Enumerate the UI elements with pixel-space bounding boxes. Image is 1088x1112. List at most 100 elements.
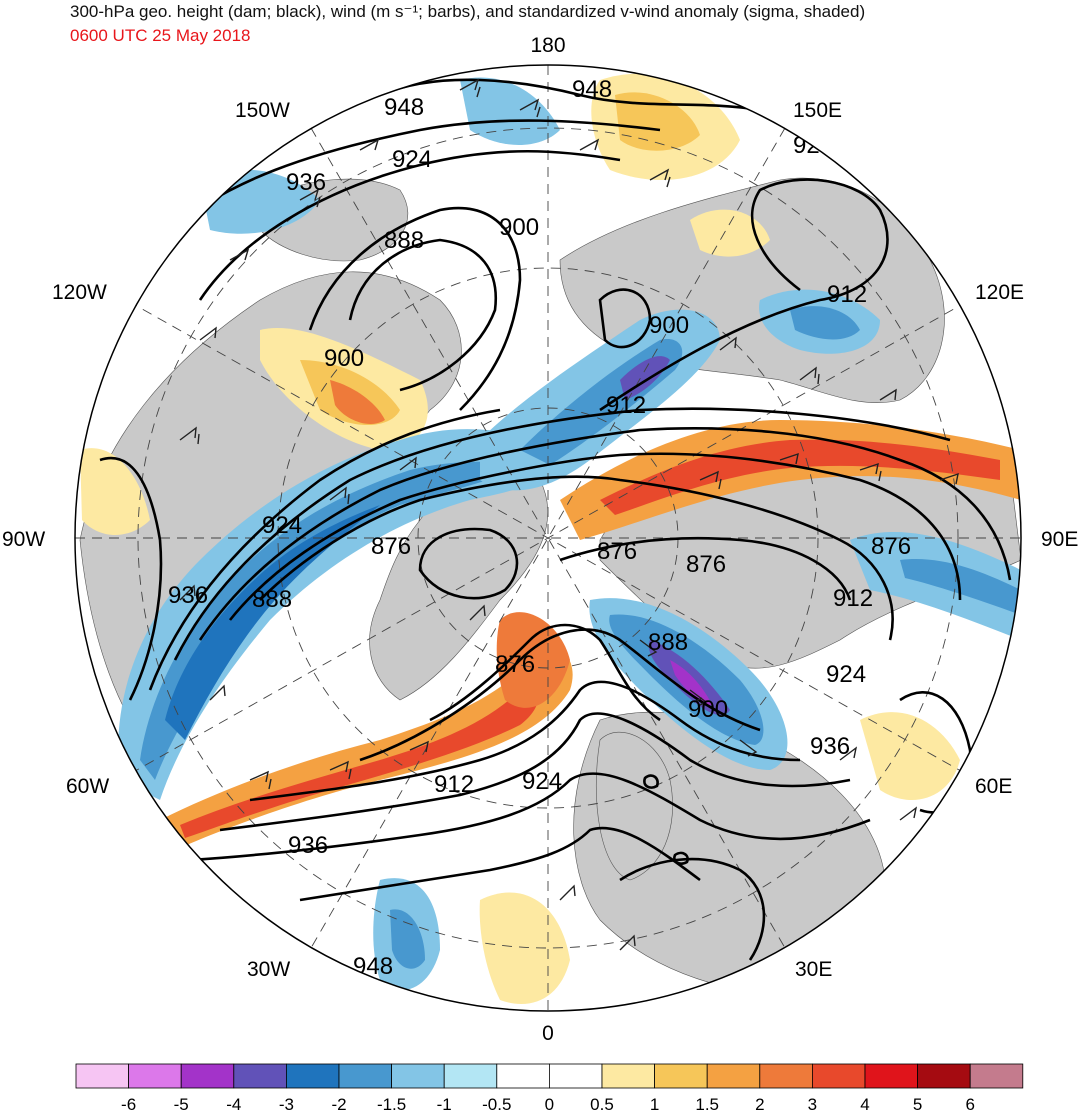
lon-label-150w: 150W <box>235 99 290 122</box>
contour-label: 900 <box>649 312 689 339</box>
contour-label: 912 <box>827 281 867 308</box>
colorbar-tick-label: -6 <box>121 1095 136 1112</box>
contour-912-asia <box>599 178 889 412</box>
colorbar-swatch <box>917 1063 971 1089</box>
map-disc: 948 948 924 936 888 900 912 900 900 912 … <box>75 65 1021 1011</box>
lon-label-60w: 60W <box>66 775 109 798</box>
contour-label: 936 <box>168 582 208 609</box>
contour-924-upper <box>198 149 621 301</box>
contour-label: 876 <box>371 533 411 560</box>
lon-label-180: 180 <box>530 34 565 57</box>
contour-label: 900 <box>688 696 728 723</box>
colorbar-swatch <box>233 1063 287 1089</box>
contour-888 <box>348 238 498 392</box>
colorbar-tick-label: -4 <box>226 1095 241 1112</box>
colorbar-tick-label: -1.5 <box>377 1095 406 1112</box>
colorbar-tick-label: 2 <box>755 1095 764 1112</box>
colorbar-tick-label: 1.5 <box>695 1095 719 1112</box>
height-contours <box>99 78 1012 961</box>
colorbar-tick-label: -1 <box>437 1095 452 1112</box>
colorbar-swatch <box>338 1063 392 1089</box>
contour-948-siberia <box>619 857 766 961</box>
contour-888-band <box>259 475 894 641</box>
colorbar-tick-label: 1 <box>650 1095 659 1112</box>
contour-948-atlantic <box>299 826 701 902</box>
longitude-labels: 180 150E 120E 90E 60E 30E 0 30W 60W 90W … <box>2 34 1078 1045</box>
lon-label-0: 0 <box>542 1022 554 1045</box>
lon-label-60e: 60E <box>975 775 1012 798</box>
colorbar-swatch <box>706 1063 761 1089</box>
contour-888-trough <box>359 628 761 762</box>
graticule <box>75 65 1021 1011</box>
valid-time: 0600 UTC 25 May 2018 <box>70 26 251 45</box>
colorbar-swatch <box>180 1063 235 1089</box>
colorbar-tick-label: 3 <box>808 1095 817 1112</box>
lon-label-150e: 150E <box>793 99 842 122</box>
contour-label: 888 <box>648 629 688 656</box>
colorbar-swatch <box>75 1063 129 1089</box>
colorbar-tick-label: -2 <box>331 1095 346 1112</box>
contour-912-siberia <box>598 288 652 349</box>
contour-label: 876 <box>495 651 535 678</box>
colorbar-tick-label: -0.5 <box>482 1095 511 1112</box>
colorbar-tick-label: 5 <box>913 1095 922 1112</box>
lon-label-120w: 120W <box>52 281 107 304</box>
contour-label: 912 <box>434 771 474 798</box>
contour-924-atlantic <box>219 712 851 832</box>
contour-label: 924 <box>826 661 866 688</box>
contour-label: 912 <box>833 585 873 612</box>
contour-876-band <box>559 536 852 601</box>
colorbar-swatch <box>496 1063 550 1089</box>
contour-label: 936 <box>286 169 326 196</box>
contour-936-west <box>148 408 501 691</box>
colorbar-tick-label: 6 <box>965 1095 974 1112</box>
lon-label-90w: 90W <box>2 528 45 551</box>
colorbar-swatch <box>549 1063 603 1089</box>
contour-876-pole <box>418 527 519 600</box>
colorbar-tick-label: 4 <box>860 1095 869 1112</box>
colorbar-tick-label: -3 <box>279 1095 294 1112</box>
colorbar-swatch <box>864 1063 918 1089</box>
colorbar-swatch <box>601 1063 655 1089</box>
contour-label: 900 <box>499 214 539 241</box>
colorbar-swatch <box>443 1063 498 1089</box>
contour-label: 924 <box>392 146 432 173</box>
colorbar-swatch <box>812 1063 866 1089</box>
lon-label-30e: 30E <box>795 958 832 981</box>
contour-912-band <box>198 427 1012 641</box>
contour-924-band <box>173 407 951 661</box>
map-title: 300-hPa geo. height (dam; black), wind (… <box>70 2 866 21</box>
contour-936-atlantic <box>189 772 871 862</box>
contour-948-north <box>379 78 761 112</box>
contour-label: 876 <box>597 538 637 565</box>
contour-876-trough <box>429 623 661 722</box>
contour-label: 888 <box>252 586 292 613</box>
anom-pos-europe <box>479 892 570 1005</box>
contour-label: 948 <box>572 76 612 103</box>
contour-label: 948 <box>384 94 424 121</box>
lon-label-30w: 30W <box>247 958 290 981</box>
colorbar-swatch <box>759 1063 813 1089</box>
contour-label: 912 <box>606 392 646 419</box>
positive-anomaly-shading <box>80 73 1021 1005</box>
colorbar-swatch <box>654 1063 708 1089</box>
contour-label: 948 <box>353 953 393 980</box>
colorbar-swatch <box>128 1063 182 1089</box>
map-border <box>74 64 1022 1012</box>
contour-label: 900 <box>324 345 364 372</box>
contour-900-band <box>228 452 962 621</box>
colorbar-swatch <box>969 1063 1024 1089</box>
contour-label: 876 <box>871 533 911 560</box>
contour-900-beaufort <box>308 206 522 411</box>
colorbar-tick-label: -5 <box>174 1095 189 1112</box>
wind-barbs <box>179 78 959 951</box>
lon-label-120e: 120E <box>975 281 1024 304</box>
contour-900-europe-low <box>643 774 659 789</box>
colorbar-swatch <box>285 1063 340 1089</box>
lon-label-90e: 90E <box>1041 528 1078 551</box>
contour-labels: 948 948 924 936 888 900 912 900 900 912 … <box>168 76 911 980</box>
colorbar-tick-label: 0 <box>545 1095 554 1112</box>
colorbar-tick-label: 0.5 <box>590 1095 614 1112</box>
contour-label: 924 <box>262 512 302 539</box>
